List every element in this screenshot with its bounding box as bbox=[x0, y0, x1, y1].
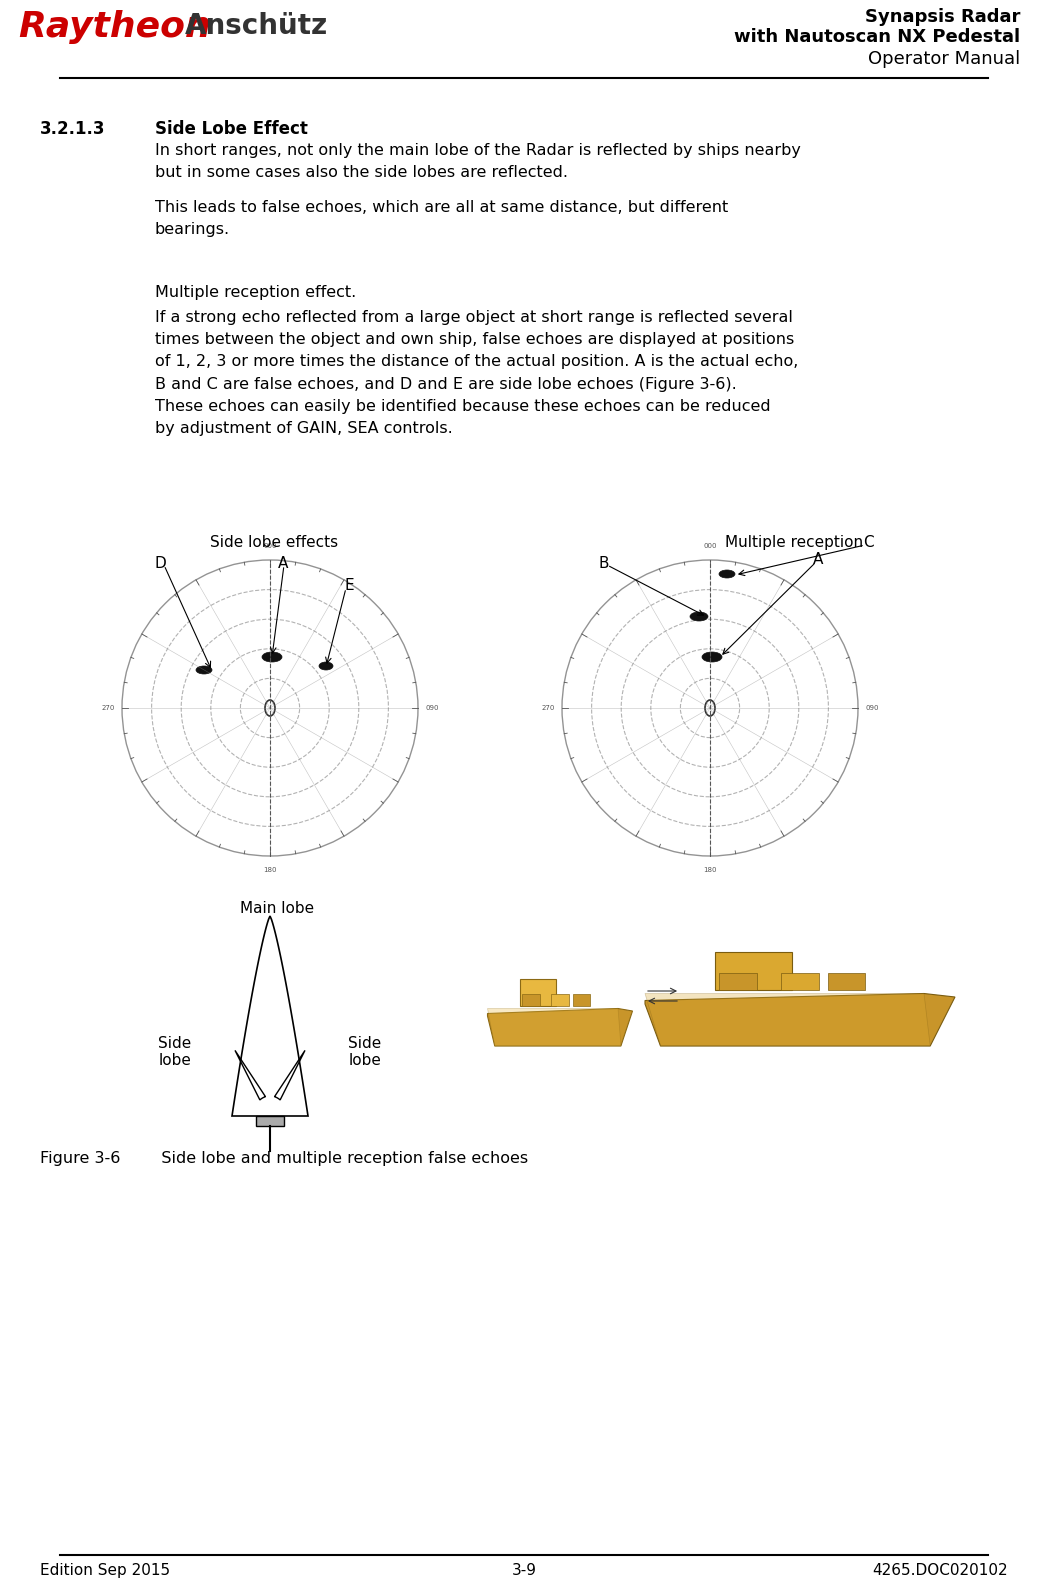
Bar bbox=[719, 972, 757, 990]
Text: 3.2.1.3: 3.2.1.3 bbox=[40, 119, 106, 138]
Ellipse shape bbox=[203, 667, 210, 673]
Text: Side lobe effects: Side lobe effects bbox=[210, 535, 339, 550]
Text: Multiple reception: Multiple reception bbox=[725, 535, 864, 550]
Ellipse shape bbox=[726, 571, 733, 578]
Bar bbox=[551, 993, 569, 1006]
Ellipse shape bbox=[702, 652, 722, 662]
Polygon shape bbox=[235, 1050, 265, 1099]
Ellipse shape bbox=[690, 613, 708, 620]
Text: Side
lobe: Side lobe bbox=[348, 1036, 381, 1069]
Text: Operator Manual: Operator Manual bbox=[868, 49, 1020, 68]
Text: D: D bbox=[155, 555, 167, 571]
Polygon shape bbox=[487, 1009, 633, 1045]
Polygon shape bbox=[275, 1050, 305, 1099]
Bar bbox=[573, 993, 590, 1006]
Bar bbox=[256, 1115, 284, 1126]
Text: Anschütz: Anschütz bbox=[185, 13, 328, 40]
Text: 4265.DOC020102: 4265.DOC020102 bbox=[872, 1562, 1008, 1578]
Text: Multiple reception effect.: Multiple reception effect. bbox=[155, 285, 356, 301]
Bar bbox=[828, 972, 865, 990]
Text: Side Lobe Effect: Side Lobe Effect bbox=[155, 119, 308, 138]
Text: A: A bbox=[278, 555, 288, 571]
Text: 180: 180 bbox=[263, 867, 277, 873]
Polygon shape bbox=[645, 993, 955, 1045]
Ellipse shape bbox=[265, 700, 275, 716]
Ellipse shape bbox=[271, 654, 279, 660]
Text: 090: 090 bbox=[866, 705, 879, 711]
Ellipse shape bbox=[262, 652, 282, 662]
Ellipse shape bbox=[319, 662, 333, 670]
Text: 3-9: 3-9 bbox=[511, 1562, 537, 1578]
Text: E: E bbox=[344, 578, 353, 593]
Text: Main lobe: Main lobe bbox=[240, 901, 314, 916]
Bar bbox=[782, 972, 818, 990]
Text: 090: 090 bbox=[425, 705, 439, 711]
Polygon shape bbox=[232, 916, 308, 1115]
Polygon shape bbox=[487, 1009, 620, 1045]
Circle shape bbox=[707, 705, 713, 711]
Text: 000: 000 bbox=[703, 543, 717, 549]
Ellipse shape bbox=[705, 700, 715, 716]
Text: If a strong echo reflected from a large object at short range is reflected sever: If a strong echo reflected from a large … bbox=[155, 310, 799, 436]
Text: Raytheon: Raytheon bbox=[18, 10, 211, 45]
Ellipse shape bbox=[711, 654, 719, 660]
Ellipse shape bbox=[698, 614, 705, 619]
Text: 000: 000 bbox=[263, 543, 277, 549]
Polygon shape bbox=[645, 993, 931, 1045]
Text: 270: 270 bbox=[102, 705, 114, 711]
Text: 270: 270 bbox=[542, 705, 554, 711]
Text: A: A bbox=[813, 552, 824, 566]
Bar bbox=[522, 993, 540, 1006]
Circle shape bbox=[267, 705, 272, 711]
Ellipse shape bbox=[719, 570, 735, 578]
Text: 180: 180 bbox=[703, 867, 717, 873]
Text: Edition Sep 2015: Edition Sep 2015 bbox=[40, 1562, 170, 1578]
Ellipse shape bbox=[321, 663, 327, 668]
Text: Side
lobe: Side lobe bbox=[158, 1036, 192, 1069]
Text: B: B bbox=[599, 555, 610, 571]
Text: with Nautoscan NX Pedestal: with Nautoscan NX Pedestal bbox=[734, 29, 1020, 46]
Text: Figure 3-6        Side lobe and multiple reception false echoes: Figure 3-6 Side lobe and multiple recept… bbox=[40, 1150, 528, 1166]
Bar bbox=[715, 951, 792, 990]
Text: In short ranges, not only the main lobe of the Radar is reflected by ships nearb: In short ranges, not only the main lobe … bbox=[155, 143, 801, 180]
Ellipse shape bbox=[196, 667, 212, 675]
Text: Synapsis Radar: Synapsis Radar bbox=[865, 8, 1020, 25]
Text: C: C bbox=[863, 535, 874, 550]
Bar bbox=[520, 978, 556, 1006]
Text: This leads to false echoes, which are all at same distance, but different
bearin: This leads to false echoes, which are al… bbox=[155, 200, 728, 237]
